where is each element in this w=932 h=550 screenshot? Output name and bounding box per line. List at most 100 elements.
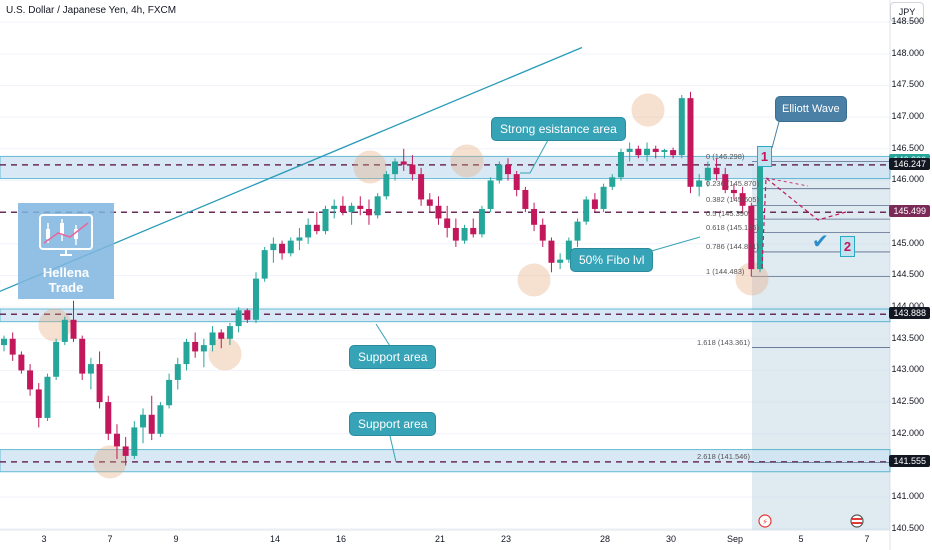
candle-body	[557, 259, 564, 263]
candle-body	[218, 332, 225, 339]
candle-body	[287, 240, 294, 254]
y-tick-label: 147.000	[891, 111, 924, 122]
fib-label: 0 (146.298)	[706, 151, 745, 161]
currency-button[interactable]: JPY	[890, 2, 924, 22]
candle-body	[739, 193, 746, 206]
candle-body	[435, 205, 442, 219]
highlight-circle	[631, 93, 665, 127]
candle-body	[713, 167, 720, 175]
candle-body	[418, 174, 425, 200]
price-label: 143.888	[889, 307, 930, 320]
callout-pointer	[520, 139, 549, 174]
candle-body	[392, 161, 399, 175]
candle-body	[496, 164, 503, 181]
y-tick-label: 148.000	[891, 47, 924, 58]
candle-body	[565, 240, 572, 260]
candle-body	[635, 148, 642, 156]
candle-body	[531, 208, 538, 225]
candle-body	[626, 148, 633, 152]
wave-1-label[interactable]: 1	[757, 146, 772, 167]
y-tick-label: 147.500	[891, 79, 924, 90]
elliott-wave-callout[interactable]: Elliott Wave	[775, 96, 847, 122]
candle-body	[513, 174, 520, 190]
y-tick-label: 146.000	[891, 174, 924, 185]
candle-body	[522, 189, 529, 209]
projected-path	[761, 176, 847, 269]
callout-pointer	[375, 323, 391, 347]
candle-body	[279, 243, 286, 254]
y-tick-label: 143.000	[891, 364, 924, 375]
fib-label: 0.618 (145.176)	[706, 222, 759, 232]
candle-body	[478, 208, 485, 235]
fib-label: 0.382 (145.605)	[706, 195, 759, 205]
y-tick-label: 144.000	[891, 301, 924, 312]
candle-body	[70, 319, 77, 339]
candle-body	[105, 402, 112, 434]
candle-body	[661, 150, 668, 152]
highlight-circle	[208, 337, 242, 371]
zone-support-1	[0, 308, 891, 323]
logo-text-line1: Hellena	[42, 265, 90, 280]
fib-label: 1.618 (143.361)	[697, 337, 750, 347]
support-callout-1[interactable]: Support area	[349, 345, 437, 369]
y-tick-label: 141.000	[891, 491, 924, 502]
candle-body	[670, 150, 677, 156]
candle-body	[322, 208, 329, 232]
candle-body	[548, 240, 555, 263]
candle-body	[400, 161, 407, 165]
hellena-trade-logo: Hellena Trade	[18, 203, 114, 299]
candle-body	[609, 177, 616, 187]
candle-body	[644, 148, 651, 156]
x-tick-label: 7	[107, 534, 113, 544]
candle-body	[1, 338, 7, 346]
y-tick-label: 142.000	[891, 427, 924, 438]
candle-body	[357, 205, 364, 209]
candle-body	[96, 364, 103, 403]
price-label: 145.499	[889, 205, 930, 218]
x-tick-label: 3	[41, 534, 47, 544]
x-tick-label: 16	[335, 534, 347, 544]
fib-label: 0.236 (145.870)	[706, 178, 759, 188]
candle-body	[270, 243, 277, 251]
candle-body	[487, 180, 494, 209]
candle-body	[140, 414, 147, 428]
candle-body	[687, 98, 694, 187]
projected-path	[765, 177, 809, 187]
candle-body	[583, 199, 590, 222]
x-tick-label: 9	[173, 534, 179, 544]
x-tick-label: Sep	[726, 534, 744, 544]
callout-pointer	[647, 236, 701, 253]
candle-body	[722, 174, 729, 190]
candle-body	[35, 389, 42, 418]
fib-label: 0.786 (144.871)	[706, 241, 759, 251]
candle-body	[678, 98, 685, 156]
candle-body	[313, 224, 320, 232]
candle-body	[209, 332, 216, 346]
candle-body	[157, 405, 164, 434]
candle-body	[339, 205, 346, 213]
support-callout-2[interactable]: Support area	[349, 412, 437, 436]
candle-body	[113, 433, 120, 447]
x-tick-label: 5	[798, 534, 804, 544]
candle-body	[696, 180, 703, 187]
logo-text-line2: Trade	[48, 280, 84, 295]
candle-body	[200, 345, 207, 352]
candle-body	[348, 205, 355, 213]
candle-body	[470, 227, 477, 235]
y-tick-label: 142.500	[891, 396, 924, 407]
candle-body	[61, 319, 68, 342]
resistance-callout[interactable]: Strong esistance area	[491, 117, 626, 141]
candle-body	[296, 237, 303, 241]
candle-body	[652, 148, 659, 152]
wave-2-label[interactable]: 2	[840, 236, 855, 257]
callout-pointer	[771, 117, 781, 149]
candle-body	[617, 151, 624, 178]
candle-body	[461, 227, 468, 241]
candle-body	[591, 199, 598, 209]
symbol-title: U.S. Dollar / Japanese Yen, 4h, FXCM	[6, 5, 177, 16]
candle-body	[444, 218, 451, 228]
price-label: 146.247	[889, 157, 930, 170]
fibo-callout[interactable]: 50% Fibo lvl	[570, 248, 654, 272]
checkmark-icon: ✔	[812, 231, 829, 253]
